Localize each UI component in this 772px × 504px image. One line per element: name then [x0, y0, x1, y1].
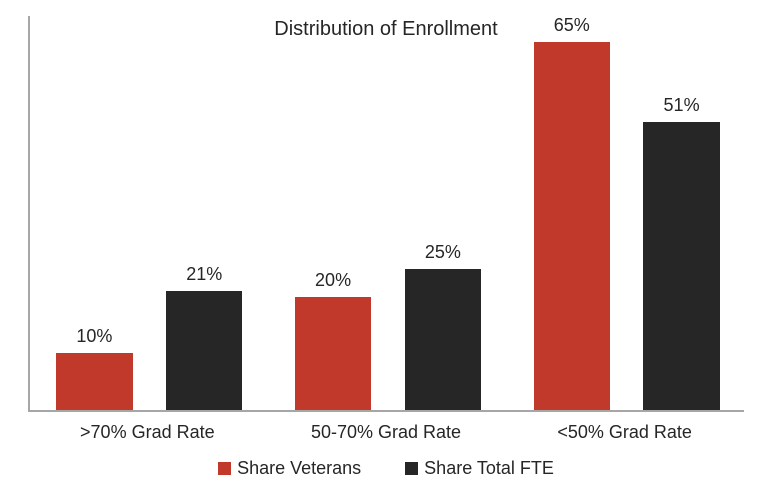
bar-value-label: 21%	[186, 264, 222, 285]
bar: 10%	[56, 353, 132, 410]
legend-label: Share Veterans	[237, 458, 361, 479]
enrollment-distribution-chart: Distribution of Enrollment 10%21%20%25%6…	[0, 0, 772, 504]
legend: Share Veterans Share Total FTE	[0, 458, 772, 479]
bar: 21%	[166, 291, 242, 410]
legend-label: Share Total FTE	[424, 458, 554, 479]
category-label: >70% Grad Rate	[80, 422, 215, 443]
plot-area: 10% 21% 20% 25% 65% 51%	[28, 16, 744, 412]
category-label: <50% Grad Rate	[557, 422, 692, 443]
bar-value-label: 25%	[425, 242, 461, 263]
bar-value-label: 65%	[554, 15, 590, 36]
bar: 51%	[643, 122, 719, 411]
legend-item: Share Total FTE	[405, 458, 554, 479]
bar: 20%	[295, 297, 371, 410]
bar-value-label: 10%	[76, 326, 112, 347]
bar: 65%	[534, 42, 610, 410]
legend-item: Share Veterans	[218, 458, 361, 479]
legend-swatch	[218, 462, 231, 475]
bar-value-label: 20%	[315, 270, 351, 291]
legend-swatch	[405, 462, 418, 475]
category-label: 50-70% Grad Rate	[311, 422, 461, 443]
bar: 25%	[405, 269, 481, 410]
bar-value-label: 51%	[664, 95, 700, 116]
